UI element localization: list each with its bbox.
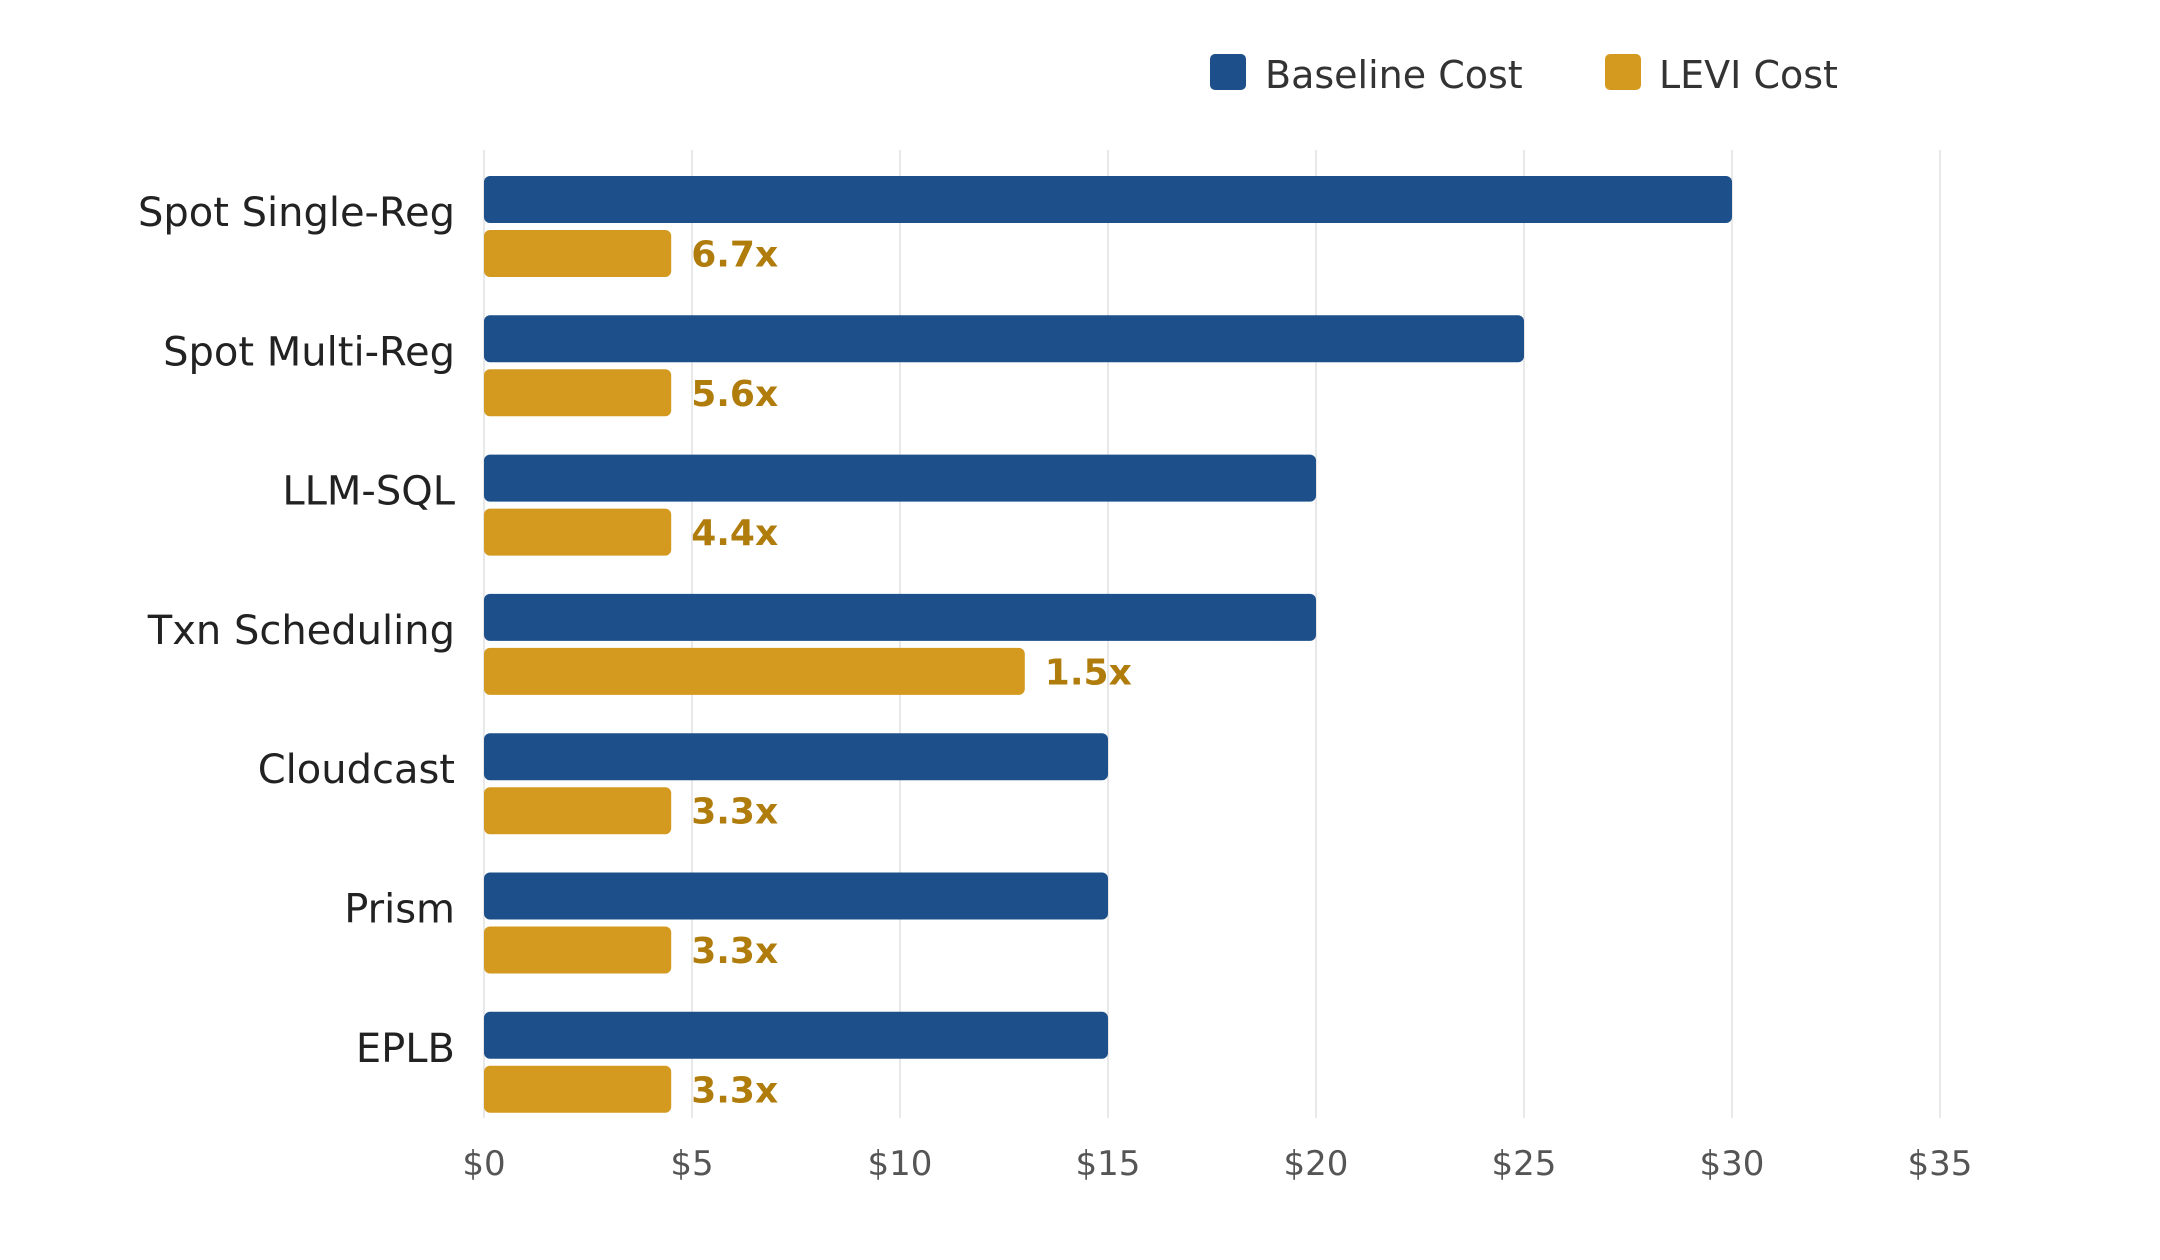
x-tick-label: $35 xyxy=(1908,1144,1973,1184)
legend: Baseline Cost LEVI Cost xyxy=(1210,53,1838,97)
speedup-label: 3.3x xyxy=(691,931,778,972)
levi-bar xyxy=(484,508,672,556)
baseline-bar xyxy=(484,872,1108,920)
x-tick-label: $25 xyxy=(1492,1144,1557,1184)
category-label: LLM-SQL xyxy=(282,469,455,515)
baseline-bar xyxy=(484,1011,1108,1059)
x-tick-label: $20 xyxy=(1284,1144,1349,1184)
levi-bar xyxy=(484,1065,672,1113)
category-label: Spot Multi-Reg xyxy=(163,329,455,375)
category-label: Prism xyxy=(344,887,455,933)
levi-bar xyxy=(484,647,1025,695)
legend-label-baseline: Baseline Cost xyxy=(1265,53,1523,97)
category-label: EPLB xyxy=(356,1026,455,1072)
category-label: Txn Scheduling xyxy=(147,608,455,654)
legend-swatch-baseline xyxy=(1210,54,1246,90)
x-axis-ticks: $0 $5 $10 $15 $20 $25 $30 $35 xyxy=(462,1144,1972,1184)
baseline-bar xyxy=(484,454,1316,502)
legend-label-levi: LEVI Cost xyxy=(1659,53,1838,97)
category-label: Spot Single-Reg xyxy=(138,190,455,236)
speedup-label: 4.4x xyxy=(691,513,778,554)
x-tick-label: $5 xyxy=(670,1144,713,1184)
levi-bar xyxy=(484,369,672,417)
legend-swatch-levi xyxy=(1605,54,1641,90)
speedup-label: 5.6x xyxy=(691,374,778,415)
levi-bar xyxy=(484,926,672,974)
x-tick-label: $15 xyxy=(1076,1144,1141,1184)
baseline-bar xyxy=(484,315,1524,363)
x-tick-label: $10 xyxy=(868,1144,933,1184)
baseline-bar xyxy=(484,176,1732,223)
speedup-label: 3.3x xyxy=(691,1070,778,1111)
category-label: Cloudcast xyxy=(258,747,455,793)
baseline-bar xyxy=(484,733,1108,781)
category-labels: Spot Single-Reg Spot Multi-Reg LLM-SQL Txn … xyxy=(138,190,456,1072)
x-tick-label: $30 xyxy=(1700,1144,1765,1184)
levi-bar xyxy=(484,230,672,277)
speedup-label: 6.7x xyxy=(691,235,778,276)
levi-bar xyxy=(484,787,672,835)
x-tick-label: $0 xyxy=(462,1144,505,1184)
baseline-bar xyxy=(484,593,1316,641)
bars-group: 6.7x 5.6x 4.4x 1.5x 3.3x 3.3x 3.3x xyxy=(484,176,1732,1113)
speedup-label: 3.3x xyxy=(691,792,778,833)
speedup-label: 1.5x xyxy=(1045,652,1132,693)
